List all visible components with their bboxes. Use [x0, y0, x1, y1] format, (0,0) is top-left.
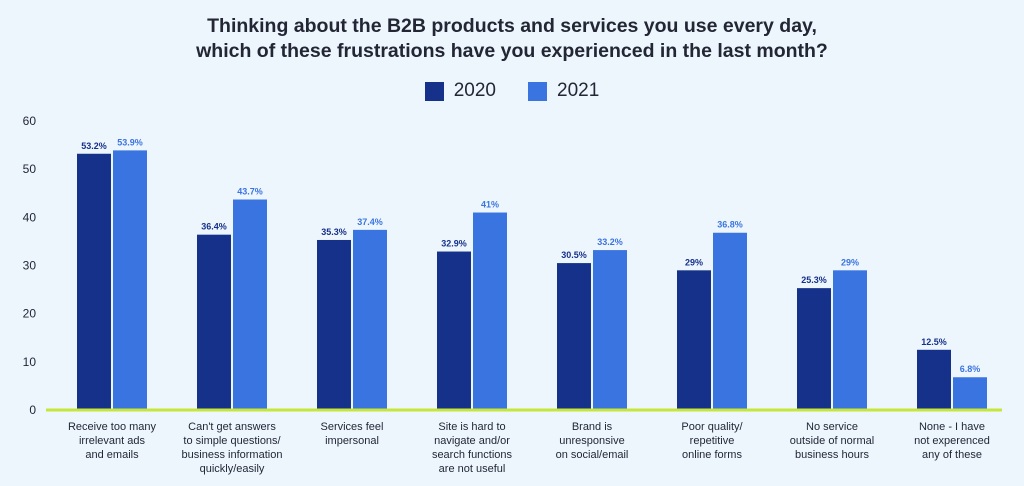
category-label-6-line-0: No service	[806, 421, 858, 433]
category-label-3-line-0: Site is hard to	[438, 421, 505, 433]
legend-swatch-2020	[424, 81, 444, 101]
category-label-3-line-1: navigate and/or	[434, 435, 510, 447]
category-label-3-line-3: are not useful	[439, 463, 506, 475]
category-label-2-line-0: Services feel	[321, 421, 384, 433]
category-label-6-line-2: business hours	[795, 449, 869, 461]
category-label-5-line-1: repetitive	[690, 435, 735, 447]
y-tick-label-20: 20	[23, 307, 37, 321]
y-tick-label-0: 0	[29, 403, 36, 417]
value-label-2020-4: 30.5%	[561, 250, 587, 260]
value-label-2021-5: 36.8%	[717, 220, 743, 230]
category-label-7-line-1: not experenced	[914, 435, 990, 447]
value-label-2021-7: 6.8%	[960, 364, 981, 374]
bar-2020-6	[797, 288, 831, 410]
value-label-2020-6: 25.3%	[801, 275, 827, 285]
category-label-0-line-2: and emails	[85, 449, 139, 461]
bar-2021-0	[113, 150, 147, 411]
category-label-7-line-0: None - I have	[919, 421, 985, 433]
category-label-1-line-0: Can't get answers	[188, 421, 276, 433]
category-label-4-line-0: Brand is	[572, 421, 613, 433]
legend-swatch-2021	[528, 81, 547, 101]
value-label-2021-3: 41%	[481, 200, 499, 210]
y-tick-label-40: 40	[23, 210, 37, 224]
category-label-4-line-2: on social/email	[556, 449, 629, 461]
bar-2020-3	[437, 251, 471, 410]
value-label-2021-1: 43.7%	[237, 187, 263, 197]
legend-label-2021: 2021	[557, 80, 600, 101]
bar-2021-4	[593, 250, 627, 410]
legend-label-2020: 2020	[453, 80, 496, 101]
value-label-2020-3: 32.9%	[441, 239, 467, 249]
bar-2020-4	[557, 263, 591, 410]
value-label-2020-7: 12.5%	[921, 337, 947, 347]
bar-2020-2	[317, 239, 351, 410]
legend-item-2020: 2020	[424, 80, 496, 102]
value-label-2020-0: 53.2%	[81, 141, 107, 151]
chart-title: Thinking about the B2B products and serv…	[0, 14, 1024, 64]
value-label-2020-2: 35.3%	[321, 227, 347, 237]
category-label-2-line-1: impersonal	[325, 435, 379, 447]
chart-title-line-2: which of these frustrations have you exp…	[196, 40, 828, 62]
bar-2021-6	[833, 270, 867, 410]
y-tick-label-10: 10	[23, 355, 37, 369]
category-label-0-line-1: irrelevant ads	[79, 435, 146, 447]
y-tick-label-50: 50	[23, 162, 37, 176]
bar-2020-1	[197, 234, 231, 410]
bar-2021-3	[473, 212, 507, 410]
category-label-5-line-2: online forms	[682, 449, 742, 461]
category-label-5-line-0: Poor quality/	[681, 421, 743, 433]
legend-item-2021: 2021	[528, 80, 599, 102]
value-label-2021-2: 37.4%	[357, 217, 383, 227]
category-label-6-line-1: outside of normal	[790, 435, 874, 447]
category-label-0-line-0: Receive too many	[68, 421, 157, 433]
bar-2021-7	[953, 377, 987, 410]
value-label-2020-5: 29%	[685, 257, 703, 267]
bar-2021-2	[353, 229, 387, 410]
category-label-1-line-3: quickly/easily	[200, 463, 265, 475]
value-label-2020-1: 36.4%	[201, 222, 227, 232]
y-tick-label-30: 30	[23, 259, 37, 273]
bar-2020-5	[677, 270, 711, 410]
bar-2020-0	[77, 153, 111, 410]
bar-2021-5	[713, 232, 747, 410]
value-label-2021-6: 29%	[841, 257, 859, 267]
y-tick-label-60: 60	[23, 114, 37, 128]
category-label-4-line-1: unresponsive	[559, 435, 624, 447]
value-label-2021-4: 33.2%	[597, 237, 623, 247]
chart-title-line-1: Thinking about the B2B products and serv…	[207, 15, 817, 37]
value-label-2021-0: 53.9%	[117, 137, 143, 147]
legend: 2020 2021	[0, 80, 1024, 102]
bar-2021-1	[233, 199, 267, 410]
category-label-3-line-2: search functions	[432, 449, 513, 461]
category-label-1-line-2: business information	[182, 449, 283, 461]
bar-2020-7	[917, 349, 951, 410]
category-label-1-line-1: to simple questions/	[183, 435, 281, 447]
category-label-7-line-2: any of these	[922, 449, 982, 461]
